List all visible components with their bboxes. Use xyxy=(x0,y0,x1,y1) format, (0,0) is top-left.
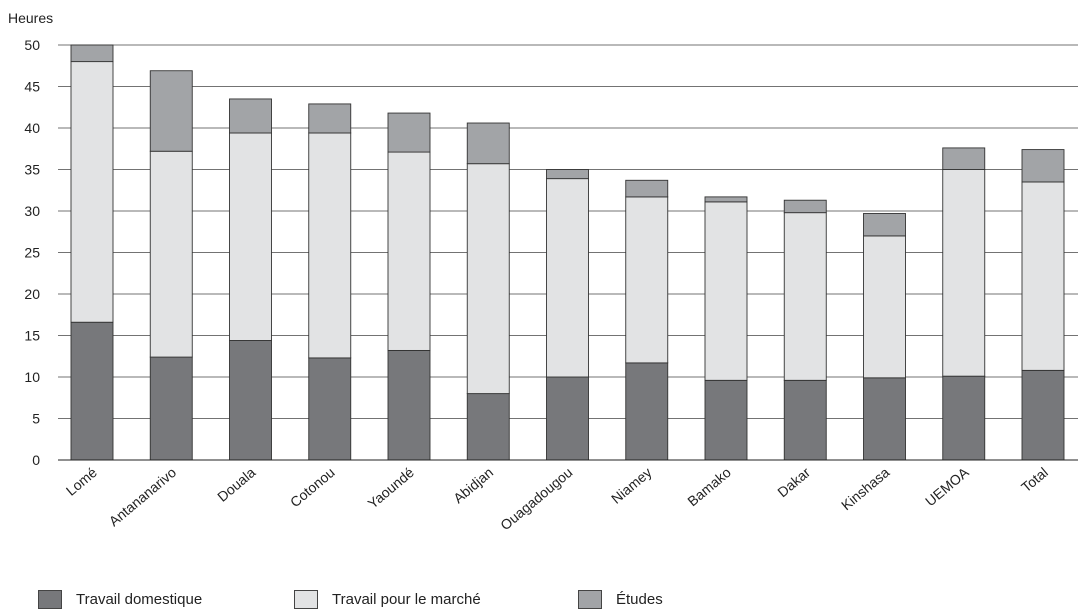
y-tick-label: 20 xyxy=(24,286,40,302)
bar-segment-studies xyxy=(308,103,352,134)
y-tick-label: 30 xyxy=(24,203,40,219)
y-tick-label: 40 xyxy=(24,120,40,136)
x-category-label: Douala xyxy=(214,464,258,505)
bar-segment-market xyxy=(387,151,431,351)
bar-segment-studies xyxy=(466,122,510,165)
bar-segment-domestic xyxy=(466,393,510,461)
bar-segment-domestic xyxy=(625,362,669,461)
bar-segment-studies xyxy=(783,199,827,214)
bar-segment-studies xyxy=(70,44,114,63)
legend-label-domestic: Travail domestique xyxy=(76,591,203,608)
x-category-label: Bamako xyxy=(684,464,734,509)
bar-segment-domestic xyxy=(387,349,431,461)
bar-segment-domestic xyxy=(783,379,827,461)
stacked-bar-chart: Heures 0 5 10 15 20 25 30 35 40 45 50 Lomé Antanana… xyxy=(8,10,1078,534)
bar-segment-studies xyxy=(625,179,669,198)
legend-item-market: Travail pour le marché xyxy=(294,590,481,609)
bar-segment-studies xyxy=(546,169,589,180)
bar-segment-domestic xyxy=(704,379,748,461)
y-tick-label: 0 xyxy=(32,452,40,468)
y-tick-label: 5 xyxy=(32,411,40,427)
legend-swatch-studies xyxy=(578,590,602,609)
bar-segment-studies xyxy=(387,112,431,153)
bar-segment-market xyxy=(229,132,272,341)
x-axis-labels: Lomé Antananarivo Douala Cotonou Yaoundé Abid… xyxy=(63,464,1051,534)
bar-segment-studies xyxy=(704,196,748,203)
x-category-label: Cotonou xyxy=(287,464,338,510)
bar-segment-market xyxy=(308,132,352,359)
x-category-label: Yaoundé xyxy=(364,464,417,512)
bar-segment-domestic xyxy=(942,375,986,461)
bar-segment-domestic xyxy=(149,356,193,461)
x-category-label: Lomé xyxy=(63,464,100,499)
x-category-label: Abidjan xyxy=(450,464,496,506)
bars xyxy=(70,44,1065,461)
legend-label-studies: Études xyxy=(616,591,663,608)
bar-segment-studies xyxy=(1021,149,1065,183)
y-tick-label: 10 xyxy=(24,369,40,385)
bar-segment-studies xyxy=(863,213,906,237)
legend-label-market: Travail pour le marché xyxy=(332,591,481,608)
y-axis-ticks: 0 5 10 15 20 25 30 35 40 45 50 xyxy=(24,37,40,468)
y-tick-label: 35 xyxy=(24,162,40,178)
legend-swatch-domestic xyxy=(38,590,62,609)
bar-segment-market xyxy=(942,169,986,377)
bar-segment-domestic xyxy=(546,376,589,461)
bar-segment-market xyxy=(863,235,906,379)
bar-segment-market xyxy=(625,196,669,364)
x-category-label: Ouagadougou xyxy=(497,464,575,533)
x-category-label: Kinshasa xyxy=(838,464,893,513)
legend-item-domestic: Travail domestique xyxy=(38,590,202,609)
x-category-label: UEMOA xyxy=(922,464,972,510)
bar-segment-market xyxy=(466,163,510,395)
legend-item-studies: Études xyxy=(578,590,663,609)
bar-segment-domestic xyxy=(308,357,352,461)
bar-segment-domestic xyxy=(70,321,114,461)
bar-segment-market xyxy=(704,201,748,381)
y-tick-label: 25 xyxy=(24,245,40,261)
bar-segment-market xyxy=(70,61,114,323)
bar-segment-domestic xyxy=(863,377,906,461)
x-category-label: Niamey xyxy=(608,464,655,507)
bar-segment-studies xyxy=(942,147,986,170)
legend-swatch-market xyxy=(294,590,318,609)
y-tick-label: 50 xyxy=(24,37,40,53)
bar-segment-market xyxy=(783,212,827,381)
bar-segment-studies xyxy=(229,98,272,134)
x-category-label: Dakar xyxy=(774,464,813,500)
bar-segment-market xyxy=(1021,181,1065,371)
y-tick-label: 15 xyxy=(24,328,40,344)
y-axis-title: Heures xyxy=(8,10,53,26)
bar-segment-domestic xyxy=(229,340,272,461)
x-category-label: Antananarivo xyxy=(106,464,180,529)
bar-segment-market xyxy=(546,178,589,378)
bar-segment-market xyxy=(149,150,193,358)
bar-segment-domestic xyxy=(1021,369,1065,461)
bar-segment-studies xyxy=(149,70,193,152)
x-category-label: Total xyxy=(1018,464,1051,495)
y-tick-label: 45 xyxy=(24,79,40,95)
